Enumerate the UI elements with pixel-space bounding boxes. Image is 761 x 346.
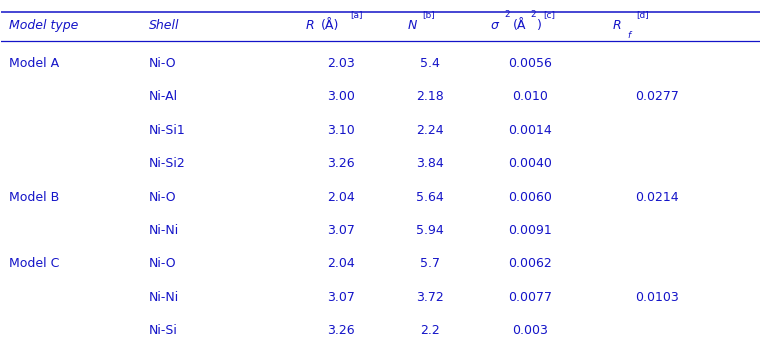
Text: 0.0214: 0.0214 [635, 191, 679, 203]
Text: 5.64: 5.64 [416, 191, 444, 203]
Text: 0.0014: 0.0014 [508, 124, 552, 137]
Text: Ni-Al: Ni-Al [149, 90, 178, 103]
Text: Ni-Si: Ni-Si [149, 325, 178, 337]
Text: $R$: $R$ [612, 19, 621, 32]
Text: 5.7: 5.7 [420, 257, 440, 271]
Text: ): ) [537, 19, 542, 32]
Text: (Å: (Å [513, 19, 527, 32]
Text: (Å): (Å) [321, 19, 339, 32]
Text: [a]: [a] [350, 10, 363, 19]
Text: 5.94: 5.94 [416, 224, 444, 237]
Text: Model C: Model C [9, 257, 59, 271]
Text: $R$: $R$ [304, 19, 314, 32]
Text: 2.04: 2.04 [327, 191, 355, 203]
Text: 2: 2 [505, 10, 511, 19]
Text: 0.0062: 0.0062 [508, 257, 552, 271]
Text: Ni-Ni: Ni-Ni [149, 224, 180, 237]
Text: [c]: [c] [543, 10, 555, 19]
Text: 0.0040: 0.0040 [508, 157, 552, 170]
Text: 2.24: 2.24 [416, 124, 444, 137]
Text: 0.0077: 0.0077 [508, 291, 552, 304]
Text: 2.03: 2.03 [327, 57, 355, 70]
Text: 2: 2 [530, 10, 536, 19]
Text: Shell: Shell [149, 19, 180, 32]
Text: 0.0277: 0.0277 [635, 90, 679, 103]
Text: Ni-O: Ni-O [149, 57, 177, 70]
Text: Ni-O: Ni-O [149, 191, 177, 203]
Text: 3.10: 3.10 [327, 124, 355, 137]
Text: 2.04: 2.04 [327, 257, 355, 271]
Text: 2.2: 2.2 [420, 325, 440, 337]
Text: 0.0060: 0.0060 [508, 191, 552, 203]
Text: 0.0056: 0.0056 [508, 57, 552, 70]
Text: 3.26: 3.26 [327, 157, 355, 170]
Text: [b]: [b] [422, 10, 435, 19]
Text: 3.26: 3.26 [327, 325, 355, 337]
Text: $\sigma$: $\sigma$ [490, 19, 501, 32]
Text: Model A: Model A [9, 57, 59, 70]
Text: 0.0091: 0.0091 [508, 224, 552, 237]
Text: f: f [627, 30, 630, 39]
Text: 0.0103: 0.0103 [635, 291, 679, 304]
Text: 0.003: 0.003 [512, 325, 548, 337]
Text: 3.07: 3.07 [327, 224, 355, 237]
Text: 3.07: 3.07 [327, 291, 355, 304]
Text: 3.72: 3.72 [416, 291, 444, 304]
Text: [d]: [d] [636, 10, 649, 19]
Text: 3.84: 3.84 [416, 157, 444, 170]
Text: Ni-Ni: Ni-Ni [149, 291, 180, 304]
Text: Model type: Model type [9, 19, 78, 32]
Text: Model B: Model B [9, 191, 59, 203]
Text: 0.010: 0.010 [512, 90, 548, 103]
Text: Ni-Si1: Ni-Si1 [149, 124, 186, 137]
Text: 5.4: 5.4 [420, 57, 440, 70]
Text: Ni-O: Ni-O [149, 257, 177, 271]
Text: 2.18: 2.18 [416, 90, 444, 103]
Text: 3.00: 3.00 [327, 90, 355, 103]
Text: $N$: $N$ [407, 19, 418, 32]
Text: Ni-Si2: Ni-Si2 [149, 157, 186, 170]
